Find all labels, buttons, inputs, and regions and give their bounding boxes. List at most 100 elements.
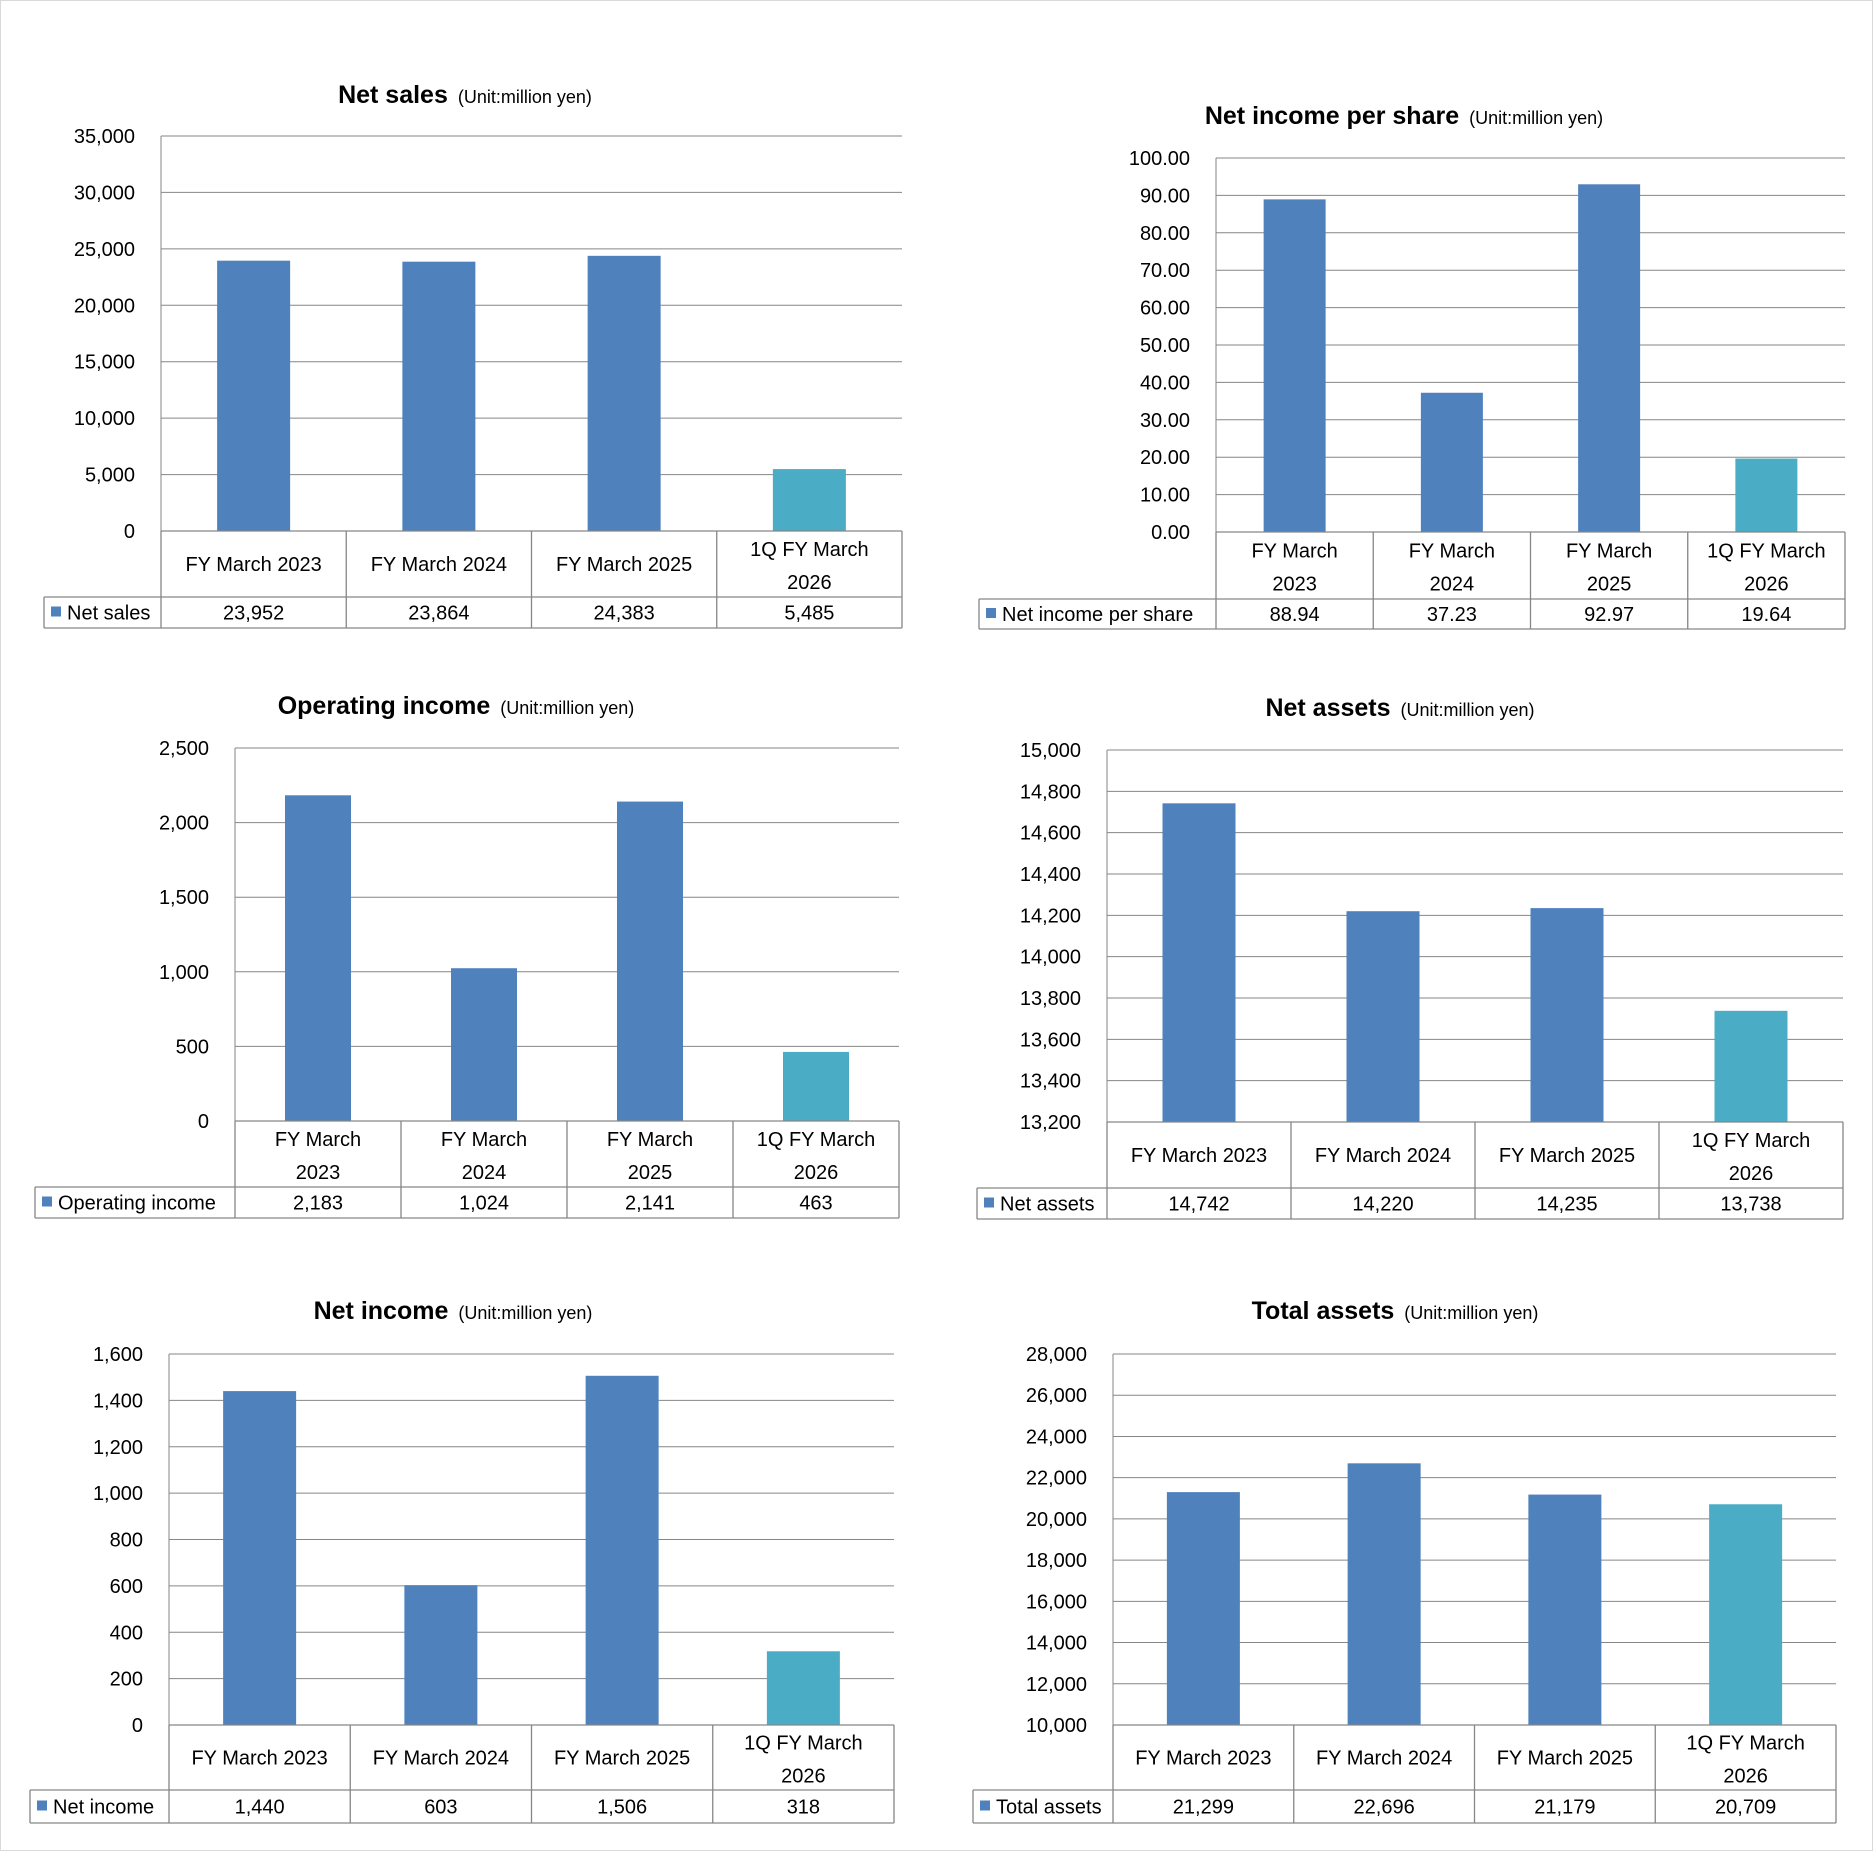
total-assets-legend-key xyxy=(980,1800,990,1811)
net-income-per-share-category-label-line: FY March xyxy=(1251,541,1337,563)
net-income-per-share-ytick-label: 80.00 xyxy=(1140,223,1190,245)
net-assets-value-label: 13,738 xyxy=(1720,1194,1781,1216)
net-assets-ytick-label: 14,800 xyxy=(1020,781,1081,803)
net-income-bar xyxy=(766,1651,840,1725)
total-assets-ytick-label: 28,000 xyxy=(1026,1344,1087,1366)
net-sales-title-text: Net sales xyxy=(338,81,448,109)
net-sales-bar xyxy=(587,255,661,531)
net-income-legend-key xyxy=(37,1800,47,1811)
net-income-per-share-value-label: 88.94 xyxy=(1270,604,1320,626)
net-income-category-label: FY March 2023 xyxy=(191,1748,327,1770)
net-assets-ytick-label: 15,000 xyxy=(1020,740,1081,762)
operating-income-value-label: 2,183 xyxy=(293,1193,343,1215)
net-income-ytick-label: 400 xyxy=(110,1622,143,1644)
net-income-value-label: 1,506 xyxy=(597,1797,647,1819)
total-assets-ytick-label: 24,000 xyxy=(1026,1426,1087,1448)
operating-income-category-label-line: FY March xyxy=(441,1129,527,1151)
net-income-ytick-label: 200 xyxy=(110,1669,143,1691)
net-income-per-share-unit-text: (Unit:million yen) xyxy=(1469,108,1603,128)
operating-income-category-label: FY March 2025 xyxy=(607,1129,693,1184)
operating-income-bar xyxy=(617,801,683,1121)
total-assets-ytick-label: 20,000 xyxy=(1026,1509,1087,1531)
total-assets-value-label: 22,696 xyxy=(1354,1797,1415,1819)
net-sales-ytick-label: 10,000 xyxy=(74,408,135,430)
total-assets-series-name: Total assets xyxy=(996,1797,1102,1819)
net-income-per-share-series-name: Net income per share xyxy=(1002,604,1193,626)
total-assets-ytick-label: 10,000 xyxy=(1026,1715,1087,1737)
net-income-ytick-label: 600 xyxy=(110,1576,143,1598)
net-assets-bar xyxy=(1162,803,1236,1122)
net-income-title-text: Net income xyxy=(314,1297,449,1325)
net-income-ytick-label: 1,600 xyxy=(93,1344,143,1366)
operating-income-category-label-line: 2026 xyxy=(794,1162,839,1184)
operating-income-ytick-label: 500 xyxy=(176,1036,209,1058)
net-assets-ytick-label: 13,400 xyxy=(1020,1071,1081,1093)
net-assets-bar xyxy=(1530,908,1604,1122)
total-assets-category-label: FY March 2023 xyxy=(1135,1748,1271,1770)
total-assets-title-text: Total assets xyxy=(1252,1297,1395,1325)
net-assets-ytick-label: 14,200 xyxy=(1020,905,1081,927)
net-assets-category-label-line: 1Q FY March xyxy=(1692,1130,1811,1152)
net-income-per-share-ytick-label: 0.00 xyxy=(1151,522,1190,544)
net-sales-ytick-label: 0 xyxy=(124,521,135,543)
net-sales-ytick-label: 5,000 xyxy=(85,465,135,487)
net-income-per-share-ytick-label: 10.00 xyxy=(1140,485,1190,507)
operating-income-category-label-line: 1Q FY March xyxy=(757,1129,876,1151)
operating-income-category-label-line: 2023 xyxy=(296,1162,341,1184)
total-assets-bar xyxy=(1528,1494,1602,1725)
net-income-per-share-category-label-line: 2026 xyxy=(1744,574,1789,596)
net-income-per-share-category-label-line: FY March xyxy=(1409,541,1495,563)
net-income-per-share-value-label: 19.64 xyxy=(1741,604,1791,626)
operating-income-ytick-label: 1,500 xyxy=(159,887,209,909)
operating-income-bar xyxy=(451,968,517,1121)
net-sales-category-label: FY March 2024 xyxy=(371,554,507,576)
net-income-ytick-label: 0 xyxy=(132,1715,143,1737)
net-assets-category-label: FY March 2025 xyxy=(1499,1145,1635,1167)
net-assets-category-label-line: 2026 xyxy=(1729,1163,1774,1185)
net-sales-bar xyxy=(402,261,476,531)
net-assets-ytick-label: 14,400 xyxy=(1020,864,1081,886)
net-sales-value-label: 5,485 xyxy=(784,603,834,625)
net-sales-category-label: FY March 2023 xyxy=(185,554,321,576)
net-income-bar xyxy=(404,1585,478,1725)
net-sales-category-label-line: 1Q FY March xyxy=(750,539,869,561)
net-income-per-share-category-label: FY March 2024 xyxy=(1409,541,1495,596)
net-income-per-share-category-label: FY March 2023 xyxy=(1251,541,1337,596)
net-income-per-share-category-label: FY March 2025 xyxy=(1566,541,1652,596)
net-sales-ytick-label: 30,000 xyxy=(74,182,135,204)
net-income-value-label: 603 xyxy=(424,1797,457,1819)
operating-income-category-label: FY March 2023 xyxy=(275,1129,361,1184)
net-income-bar xyxy=(223,1391,297,1725)
net-assets-category-label: FY March 2024 xyxy=(1315,1145,1451,1167)
net-income-unit-text: (Unit:million yen) xyxy=(458,1303,592,1323)
net-sales-series-name: Net sales xyxy=(67,603,150,625)
total-assets-bar xyxy=(1166,1492,1240,1725)
operating-income-bar xyxy=(783,1051,849,1121)
net-income-value-label: 1,440 xyxy=(235,1797,285,1819)
operating-income-title-text: Operating income xyxy=(278,692,491,720)
total-assets-category-label: FY March 2025 xyxy=(1497,1748,1633,1770)
net-income-series-name: Net income xyxy=(53,1797,154,1819)
operating-income-unit-text: (Unit:million yen) xyxy=(500,698,634,718)
net-income-bar xyxy=(585,1375,659,1725)
net-income-per-share-value-label: 92.97 xyxy=(1584,604,1634,626)
net-sales-ytick-label: 25,000 xyxy=(74,239,135,261)
total-assets-ytick-label: 14,000 xyxy=(1026,1633,1087,1655)
net-sales-category-label: FY March 2025 xyxy=(556,554,692,576)
operating-income-category-label-line: FY March xyxy=(275,1129,361,1151)
operating-income-bar xyxy=(285,795,351,1121)
net-sales-value-label: 23,864 xyxy=(408,603,469,625)
net-assets-legend-key xyxy=(984,1197,994,1208)
net-sales-bar xyxy=(217,260,291,531)
net-income-per-share-ytick-label: 100.00 xyxy=(1129,148,1190,170)
total-assets-ytick-label: 12,000 xyxy=(1026,1674,1087,1696)
net-income-per-share-ytick-label: 70.00 xyxy=(1140,260,1190,282)
net-sales-value-label: 23,952 xyxy=(223,603,284,625)
net-income-per-share-category-label-line: 2023 xyxy=(1272,574,1317,596)
net-income-per-share-ytick-label: 90.00 xyxy=(1140,185,1190,207)
net-assets-ytick-label: 14,600 xyxy=(1020,823,1081,845)
net-income-per-share-bar xyxy=(1578,184,1641,532)
total-assets-ytick-label: 22,000 xyxy=(1026,1468,1087,1490)
operating-income-category-label-line: FY March xyxy=(607,1129,693,1151)
